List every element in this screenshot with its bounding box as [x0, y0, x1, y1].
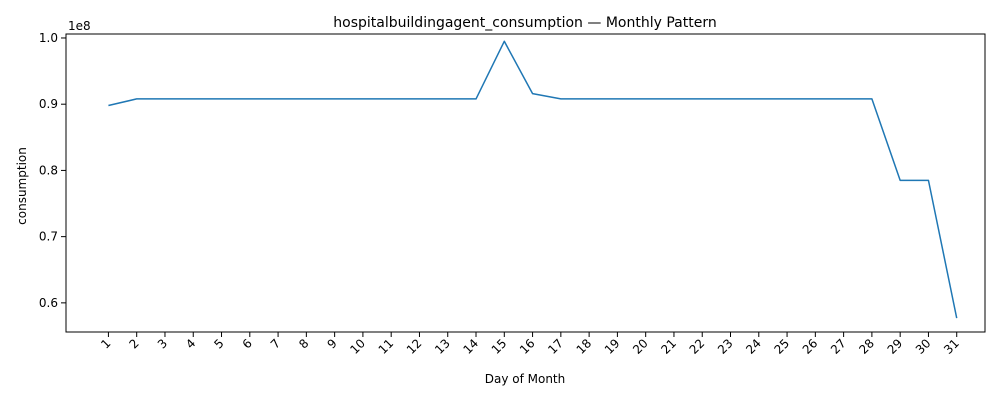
x-tick-label: 10: [347, 336, 368, 357]
x-tick-label: 23: [715, 336, 736, 357]
x-tick-label: 19: [602, 336, 623, 357]
y-tick-label: 0.9: [39, 97, 58, 111]
x-tick-label: 16: [517, 336, 538, 357]
x-tick-label: 29: [885, 336, 906, 357]
series-line: [108, 40, 958, 319]
x-tick-label: 14: [460, 336, 481, 357]
x-tick-label: 17: [545, 336, 566, 357]
y-axis: 0.6 0.7 0.8 0.9 1.0: [39, 31, 66, 310]
x-tick-label: 3: [155, 336, 170, 351]
x-tick-label: 24: [743, 336, 764, 357]
x-tick-label: 18: [574, 336, 595, 357]
y-tick-label: 0.8: [39, 163, 58, 177]
x-tick-label: 12: [404, 336, 425, 357]
x-tick-label: 9: [324, 336, 339, 351]
x-tick-label: 26: [800, 336, 821, 357]
x-tick-label: 6: [240, 336, 255, 351]
x-tick-label: 4: [183, 336, 198, 351]
chart-title: hospitalbuildingagent_consumption — Mont…: [333, 15, 716, 31]
x-tick-label: 22: [687, 336, 708, 357]
x-tick-label: 11: [376, 336, 397, 357]
x-tick-label: 27: [828, 336, 849, 357]
x-axis: 1 2 3 4 5 6 7 8 9 10 11 12 13 14 15 16 17 18 19 20 21 22 23 24 2…: [98, 332, 962, 357]
y-tick-label: 1.0: [39, 31, 58, 45]
x-tick-label: 7: [268, 336, 283, 351]
x-tick-label: 8: [296, 336, 311, 351]
y-axis-label: consumption: [15, 147, 29, 225]
x-tick-label: 21: [658, 336, 679, 357]
series-layer: [108, 40, 958, 319]
x-tick-label: 5: [211, 336, 226, 351]
x-tick-label: 25: [771, 336, 792, 357]
x-tick-label: 15: [489, 336, 510, 357]
y-tick-label: 0.7: [39, 230, 58, 244]
y-axis-multiplier: 1e8: [68, 19, 91, 33]
x-tick-label: 30: [913, 336, 934, 357]
plot-frame: [65, 33, 986, 333]
x-tick-label: 28: [856, 336, 877, 357]
y-tick-label: 0.6: [39, 296, 58, 310]
x-tick-label: 20: [630, 336, 651, 357]
x-tick-label: 13: [432, 336, 453, 357]
x-tick-label: 31: [941, 336, 962, 357]
x-tick-label: 2: [127, 336, 142, 351]
x-axis-label: Day of Month: [485, 372, 566, 386]
x-tick-label: 1: [98, 336, 113, 351]
